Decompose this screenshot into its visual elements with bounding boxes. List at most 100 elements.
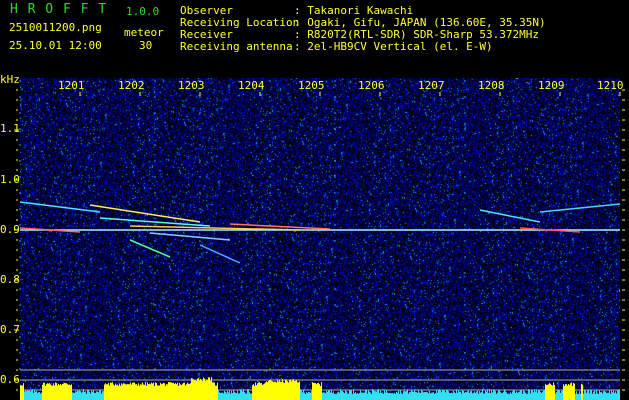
histogram-bar <box>437 392 438 400</box>
histogram-bar <box>592 393 593 400</box>
histogram-bar <box>349 390 350 400</box>
histogram-bar <box>358 393 359 400</box>
histogram-bar <box>297 382 298 400</box>
histogram-bar <box>508 393 509 400</box>
histogram-bar <box>504 389 505 400</box>
histogram-bar <box>262 384 263 400</box>
histogram-bar <box>201 379 202 400</box>
antenna-label: Receiving antenna <box>180 40 293 53</box>
histogram-bar <box>290 379 291 400</box>
histogram-bar <box>546 385 547 400</box>
histogram-bar <box>430 393 431 400</box>
histogram-bar <box>114 385 115 400</box>
histogram-bar <box>481 391 482 400</box>
histogram-bar <box>163 382 164 400</box>
histogram-bar <box>517 392 518 400</box>
histogram-bar <box>381 392 382 400</box>
histogram-bar <box>309 392 310 400</box>
histogram-bar <box>580 393 581 400</box>
histogram-bar <box>370 392 371 400</box>
histogram-bar <box>240 389 241 400</box>
histogram-bar <box>326 390 327 400</box>
histogram-bar <box>280 381 281 400</box>
histogram-bar <box>406 390 407 400</box>
histogram-bar <box>497 392 498 400</box>
histogram-bar <box>493 389 494 400</box>
histogram-bar <box>385 392 386 400</box>
histogram-bar <box>169 382 170 400</box>
histogram-bar <box>187 382 188 400</box>
histogram-bar <box>78 391 79 400</box>
histogram-bar <box>380 390 381 400</box>
histogram-bar <box>616 393 617 400</box>
histogram-bar <box>348 393 349 400</box>
histogram-bar <box>58 383 59 400</box>
histogram-bar <box>118 385 119 400</box>
histogram-bar <box>104 384 105 400</box>
histogram-bar <box>587 390 588 400</box>
histogram-bar <box>341 390 342 400</box>
histogram-bar <box>399 393 400 400</box>
histogram-bar <box>115 384 116 400</box>
histogram-bar <box>219 392 220 400</box>
histogram-bar <box>544 390 545 400</box>
histogram-bar <box>466 392 467 400</box>
histogram-bar <box>470 391 471 400</box>
histogram-bar <box>425 392 426 400</box>
x-tick-label: 1201 <box>58 79 85 92</box>
histogram-bar <box>87 389 88 400</box>
histogram-bar <box>439 389 440 400</box>
histogram-bar <box>28 390 29 400</box>
histogram-bar <box>364 392 365 400</box>
histogram-bar <box>453 390 454 400</box>
histogram-bar <box>614 393 615 400</box>
histogram-bar <box>53 383 54 400</box>
histogram-bar <box>99 390 100 400</box>
histogram-bar <box>237 390 238 400</box>
histogram-bar <box>417 392 418 400</box>
histogram-bar <box>362 392 363 400</box>
histogram-bar <box>21 385 22 400</box>
histogram-bar <box>192 378 193 400</box>
histogram-bar <box>387 392 388 400</box>
histogram-bar <box>204 378 205 400</box>
histogram-bar <box>383 393 384 400</box>
histogram-bar <box>319 384 320 400</box>
histogram-bar <box>609 389 610 400</box>
histogram-bar <box>372 389 373 400</box>
histogram-bar <box>59 385 60 400</box>
histogram-bar <box>617 389 618 400</box>
x-tick-label: 1210 <box>597 79 624 92</box>
histogram-bar <box>226 393 227 400</box>
histogram-bar <box>38 392 39 400</box>
histogram-bar <box>589 393 590 400</box>
histogram-bar <box>165 385 166 400</box>
observer-value: : Takanori Kawachi <box>294 4 414 17</box>
histogram-bar <box>316 384 317 400</box>
histogram-bar <box>501 393 502 400</box>
histogram-bar <box>474 391 475 400</box>
histogram-bar <box>378 389 379 400</box>
histogram-bar <box>212 382 213 400</box>
histogram-bar <box>376 391 377 400</box>
histogram-bar <box>277 379 278 400</box>
histogram-bar <box>552 385 553 400</box>
histogram-bar <box>288 382 289 400</box>
histogram-bar <box>218 390 219 400</box>
histogram-bar <box>476 391 477 400</box>
histogram-bar <box>180 384 181 400</box>
histogram-bar <box>346 391 347 400</box>
histogram-bar <box>317 383 318 400</box>
histogram-bar <box>215 385 216 400</box>
histogram-bar <box>573 382 574 400</box>
histogram-bar <box>392 393 393 400</box>
histogram-bar <box>167 384 168 400</box>
histogram-bar <box>85 391 86 400</box>
histogram-bar <box>39 391 40 400</box>
histogram-bar <box>208 377 209 400</box>
histogram-bar <box>157 385 158 400</box>
histogram-bar <box>145 382 146 400</box>
histogram-bar <box>177 382 178 400</box>
histogram-bar <box>153 382 154 400</box>
